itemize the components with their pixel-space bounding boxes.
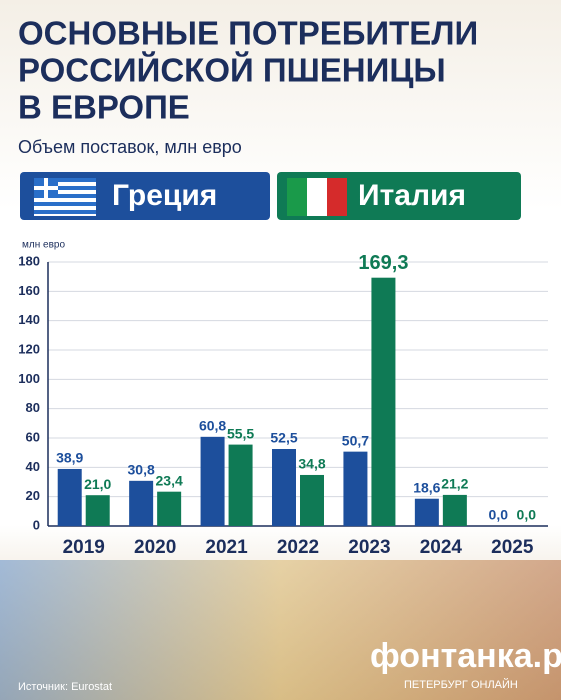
bar [442,494,467,526]
x-tick-label: 2025 [491,537,534,558]
y-tick-label: 100 [18,371,40,386]
x-tick-label: 2022 [277,537,319,558]
y-tick-label: 60 [26,429,40,444]
y-tick-label: 140 [18,312,40,327]
x-tick-label: 2023 [348,537,390,558]
bar [300,474,324,526]
value-label: 55,5 [227,425,254,441]
value-label: 0,0 [489,507,509,523]
value-label: 52,5 [270,430,297,446]
y-tick-label: 160 [18,283,40,298]
value-label: 50,7 [342,432,369,448]
bar [228,444,253,526]
title-line: РОССИЙСКОЙ ПШЕНИЦЫ [18,51,446,89]
y-tick-label: 80 [26,400,40,415]
logo-subtitle: ПЕТЕРБУРГ ОНЛАЙН [404,678,518,691]
title-line: В ЕВРОПЕ [18,89,190,126]
bar [157,491,182,526]
subtitle: Объем поставок, млн евро [18,137,242,157]
flag-greece [34,178,96,216]
bar [371,277,396,526]
bar [85,495,110,526]
y-tick-label: 40 [26,459,40,474]
logo: фонтанка.ру [370,637,561,675]
y-tick-label: 120 [18,341,40,356]
x-tick-label: 2019 [63,537,105,558]
value-label: 169,3 [358,252,408,274]
x-tick-label: 2021 [205,537,248,558]
decor-strip [0,560,561,700]
bar [200,436,225,526]
value-label: 0,0 [517,507,537,523]
value-label: 60,8 [199,418,226,434]
bar [129,480,154,526]
bar [57,468,82,526]
bar [272,449,296,526]
title-line: ОСНОВНЫЕ ПОТРЕБИТЕЛИ [18,15,478,52]
value-label: 21,0 [84,476,111,492]
legend-label: Греция [112,179,217,212]
value-label: 18,6 [413,479,440,495]
y-axis-label: млн евро [22,240,65,251]
value-label: 34,8 [298,456,325,472]
value-label: 38,9 [56,450,83,466]
value-label: 21,2 [441,476,468,492]
value-label: 23,4 [156,472,183,488]
x-tick-label: 2020 [134,537,176,558]
value-label: 30,8 [128,462,155,478]
bar [414,498,439,526]
legend-label: Италия [358,179,466,212]
y-tick-label: 180 [18,253,40,268]
flag-italy [287,178,347,216]
x-tick-label: 2024 [420,537,463,558]
y-tick-label: 20 [26,488,40,503]
y-tick-label: 0 [33,517,40,532]
bar [343,451,368,526]
source: Источник: Eurostat [18,681,112,693]
